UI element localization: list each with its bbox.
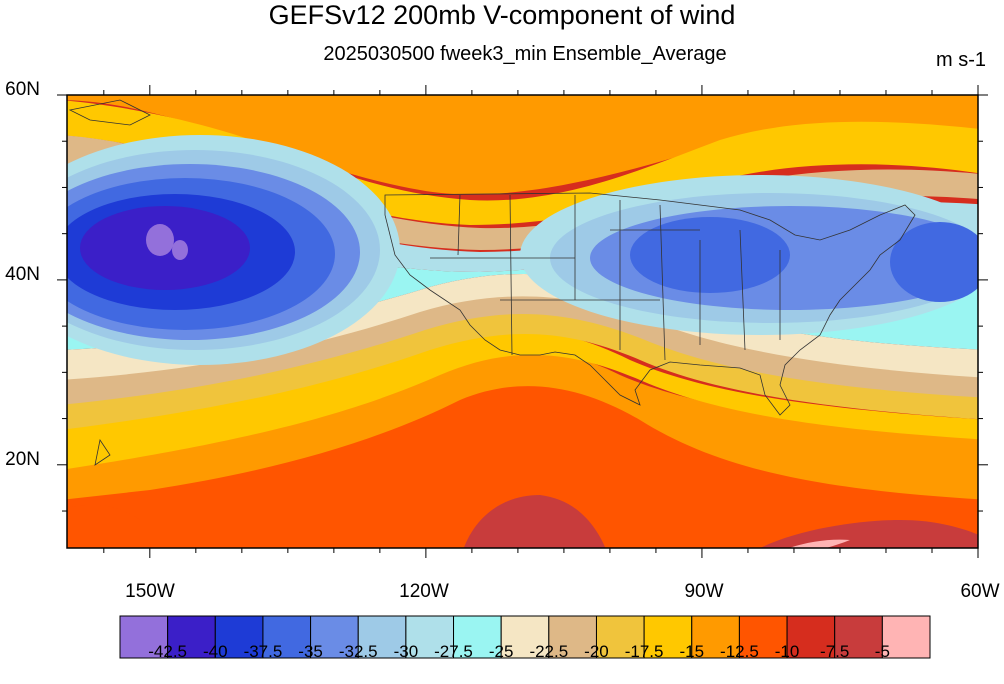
lat-label-20n: 20N bbox=[5, 449, 40, 470]
colorbar-tick-label: -10 bbox=[774, 642, 800, 661]
colorbar-tick-label: -20 bbox=[584, 642, 609, 661]
lon-label-150w: 150W bbox=[125, 581, 175, 602]
colorbar-swatch bbox=[595, 615, 645, 659]
map-subtitle: 2025030500 fweek3_min Ensemble_Average bbox=[323, 43, 727, 65]
colorbar-tick-label: -25 bbox=[488, 642, 514, 661]
wind-field bbox=[67, 95, 978, 548]
units-label: m s-1 bbox=[936, 49, 986, 71]
colorbar-tick-label: -15 bbox=[679, 642, 705, 661]
colorbar-tick-label: -5 bbox=[874, 642, 890, 661]
colorbar-swatch bbox=[119, 615, 169, 659]
colorbar-tick-label: -35 bbox=[298, 642, 323, 661]
colorbar-swatch bbox=[214, 615, 264, 659]
colorbar-swatch bbox=[881, 615, 931, 659]
colorbar-swatch bbox=[548, 615, 597, 659]
colorbar-swatch bbox=[834, 615, 883, 659]
colorbar-swatch bbox=[357, 615, 407, 659]
colorbar-tick-label: -7.5 bbox=[820, 642, 850, 661]
lon-label-90w: 90W bbox=[684, 581, 724, 602]
map-frame bbox=[66, 94, 979, 549]
colorbar-swatch bbox=[310, 615, 359, 659]
axis-ticks bbox=[57, 85, 988, 558]
colorbar-tick-label: -22.5 bbox=[529, 642, 569, 661]
colorbar-tick-label: -17.5 bbox=[624, 642, 664, 661]
colorbar-tick-label: -30 bbox=[393, 642, 419, 661]
colorbar-tick-label: -42.5 bbox=[148, 642, 188, 661]
colorbar-swatch bbox=[500, 615, 550, 659]
colorbar-tick-label: -37.5 bbox=[243, 642, 283, 661]
colorbar-swatch bbox=[786, 615, 836, 659]
coastlines bbox=[68, 99, 916, 466]
colorbar-tick-label: -12.5 bbox=[720, 642, 759, 661]
colorbar-swatch bbox=[643, 615, 693, 659]
lat-label-40n: 40N bbox=[5, 264, 40, 285]
colorbar-swatch bbox=[262, 615, 312, 659]
colorbar-swatch bbox=[691, 615, 740, 659]
lon-label-120w: 120W bbox=[399, 581, 449, 602]
map-title: GEFSv12 200mb V-component of wind bbox=[268, 0, 736, 30]
colorbar-tick-label: -32.5 bbox=[338, 642, 378, 661]
colorbar-tick-label: -40 bbox=[202, 642, 228, 661]
lon-label-60w: 60W bbox=[960, 581, 1000, 602]
colorbar-swatch bbox=[405, 615, 455, 659]
lat-label-60n: 60N bbox=[5, 79, 40, 100]
colorbar-swatch bbox=[738, 615, 788, 659]
colorbar-swatch bbox=[453, 615, 502, 659]
colorbar-tick-label: -27.5 bbox=[434, 642, 473, 661]
